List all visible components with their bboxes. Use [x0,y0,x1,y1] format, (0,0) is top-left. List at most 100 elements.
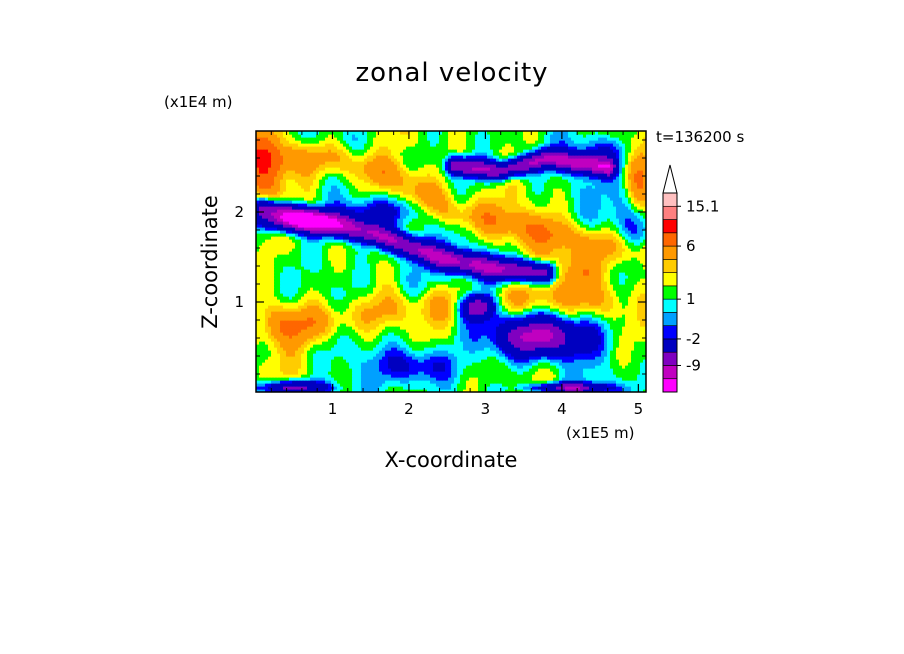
contour-cell [277,359,281,363]
contour-cell [493,350,497,354]
contour-cell [391,281,395,285]
contour-cell [427,383,431,387]
contour-cell [385,383,389,387]
contour-cell [613,278,617,282]
contour-cell [298,281,302,285]
contour-cell [295,338,299,342]
contour-cell [319,329,323,333]
contour-cell [487,362,491,366]
contour-cell [256,290,260,294]
contour-cell [616,326,620,330]
contour-cell [607,308,611,312]
contour-cell [430,365,434,369]
contour-cell [490,377,494,381]
contour-cell [526,311,530,315]
contour-cell [385,311,389,315]
contour-cell [517,317,521,321]
contour-cell [523,365,527,369]
contour-cell [349,383,353,387]
contour-cell [358,314,362,318]
contour-cell [586,389,590,392]
contour-cell [388,323,392,327]
contour-cell [295,323,299,327]
contour-cell [502,389,506,392]
contour-cell [256,302,260,306]
contour-cell [520,377,524,381]
contour-cell [319,386,323,390]
contour-cell [640,386,644,390]
contour-cell [265,320,269,324]
contour-cell [628,278,632,282]
contour-cell [256,296,260,300]
contour-cell [553,284,557,288]
contour-cell [613,299,617,303]
contour-cell [436,389,440,392]
contour-cell [442,350,446,354]
contour-cell [442,338,446,342]
contour-cell [439,332,443,336]
contour-cell [517,377,521,381]
contour-cell [439,311,443,315]
contour-cell [292,338,296,342]
contour-cell [277,281,281,285]
contour-cell [418,365,422,369]
contour-cell [622,347,626,351]
contour-cell [625,377,629,381]
contour-cell [529,365,533,369]
contour-cell [424,380,428,384]
contour-cell [541,383,545,387]
contour-cell [313,371,317,375]
contour-cell [502,314,506,318]
contour-cell [340,308,344,312]
contour-cell [433,290,437,294]
contour-cell [526,302,530,306]
contour-cell [427,299,431,303]
contour-cell [376,314,380,318]
contour-cell [460,323,464,327]
contour-cell [400,314,404,318]
contour-cell [487,296,491,300]
contour-cell [277,296,281,300]
contour-cell [526,290,530,294]
contour-cell [628,290,632,294]
contour-cell [394,275,398,279]
contour-cell [541,356,545,360]
contour-cell [472,335,476,339]
contour-cell [622,383,626,387]
contour-cell [271,353,275,357]
contour-cell [334,344,338,348]
contour-cell [394,326,398,330]
contour-cell [397,374,401,378]
contour-cell [418,296,422,300]
contour-cell [580,374,584,378]
contour-cell [559,350,563,354]
contour-cell [535,326,539,330]
contour-cell [385,329,389,333]
contour-cell [454,281,458,285]
contour-cell [394,332,398,336]
contour-cell [331,302,335,306]
contour-cell [565,338,569,342]
contour-cell [304,293,308,297]
contour-cell [577,320,581,324]
contour-cell [265,389,269,392]
contour-cell [559,326,563,330]
contour-cell [544,389,548,392]
contour-cell [388,338,392,342]
contour-cell [355,290,359,294]
contour-cell [595,368,599,372]
contour-cell [463,386,467,390]
contour-cell [316,281,320,285]
contour-cell [565,284,569,288]
contour-cell [607,326,611,330]
contour-cell [436,287,440,291]
contour-cell [529,302,533,306]
contour-cell [364,350,368,354]
contour-cell [628,383,632,387]
contour-cell [301,347,305,351]
contour-cell [595,335,599,339]
contour-cell [319,344,323,348]
contour-cell [397,383,401,387]
contour-cell [499,329,503,333]
contour-cell [394,338,398,342]
